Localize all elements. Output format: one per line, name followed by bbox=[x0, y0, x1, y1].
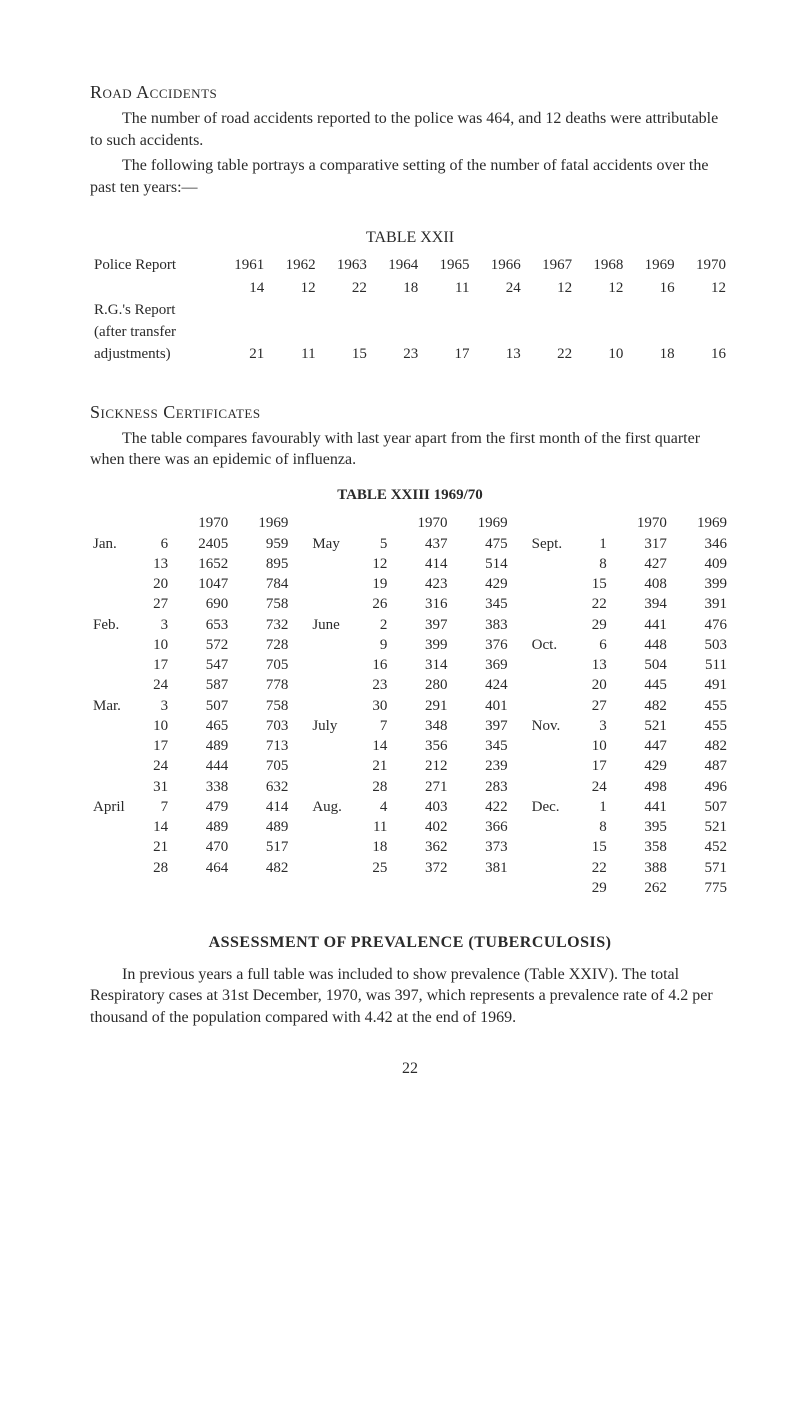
table-row: June2397383 bbox=[309, 615, 510, 635]
table-row: 17547705 bbox=[90, 655, 291, 675]
table-row: 26316345 bbox=[309, 594, 510, 614]
table-row: 22394391 bbox=[529, 594, 730, 614]
sickness-heading: Sickness Certificates bbox=[90, 400, 730, 424]
table-xxii-rg-label-1: R.G.'s Report bbox=[90, 299, 730, 321]
table-row: 22388571 bbox=[529, 858, 730, 878]
table-row: 17489713 bbox=[90, 736, 291, 756]
table-row: Nov.3521455 bbox=[529, 716, 730, 736]
table-xxii-rg-row: adjustments) 21 11 15 23 17 13 22 10 18 … bbox=[90, 343, 730, 365]
table-row: 29441476 bbox=[529, 615, 730, 635]
table-row: 28464482 bbox=[90, 858, 291, 878]
sickness-para: The table compares favourably with last … bbox=[90, 428, 730, 471]
table-row: 17429487 bbox=[529, 756, 730, 776]
table-row: 14489489 bbox=[90, 817, 291, 837]
road-para-2: The following table portrays a comparati… bbox=[90, 155, 730, 198]
table-row: 14356345 bbox=[309, 736, 510, 756]
table-row: 131652895 bbox=[90, 554, 291, 574]
table-row: 28271283 bbox=[309, 777, 510, 797]
table-row: Dec.1441507 bbox=[529, 797, 730, 817]
table-row: Sept.1317346 bbox=[529, 534, 730, 554]
table-row: 29262775 bbox=[529, 878, 730, 898]
table-row: Jan.62405959 bbox=[90, 534, 291, 554]
table-row: 15358452 bbox=[529, 837, 730, 857]
table-xxii-rg-label-2: (after transfer bbox=[90, 321, 730, 343]
table-xxii-police-row: 14 12 22 18 11 24 12 12 16 12 bbox=[90, 277, 730, 299]
table-row: 31338632 bbox=[90, 777, 291, 797]
table-row: July7348397 bbox=[309, 716, 510, 736]
table-row: 13504511 bbox=[529, 655, 730, 675]
table-xxii: TABLE XXII Police Report 1961 1962 1963 … bbox=[90, 227, 730, 366]
table-row: 19701969 bbox=[90, 513, 291, 533]
table-row: Aug.4403422 bbox=[309, 797, 510, 817]
table-row: 24444705 bbox=[90, 756, 291, 776]
table-row: 201047784 bbox=[90, 574, 291, 594]
road-para-1: The number of road accidents reported to… bbox=[90, 108, 730, 151]
assessment-section: ASSESSMENT OF PREVALENCE (TUBERCULOSIS) … bbox=[90, 932, 730, 1028]
table-row: 8427409 bbox=[529, 554, 730, 574]
table-row: 27482455 bbox=[529, 696, 730, 716]
table-row: 19701969 bbox=[309, 513, 510, 533]
table-row: 23280424 bbox=[309, 675, 510, 695]
assessment-para: In previous years a full table was inclu… bbox=[90, 964, 730, 1029]
table-row: 9399376 bbox=[309, 635, 510, 655]
table-row: 24498496 bbox=[529, 777, 730, 797]
table-xxiii-col-1: 19701969Jan.6240595913165289520104778427… bbox=[90, 513, 291, 898]
table-row: Mar.3507758 bbox=[90, 696, 291, 716]
table-row: Feb.3653732 bbox=[90, 615, 291, 635]
table-row: May5437475 bbox=[309, 534, 510, 554]
table-row: 15408399 bbox=[529, 574, 730, 594]
table-row: 19701969 bbox=[529, 513, 730, 533]
table-row: 8395521 bbox=[529, 817, 730, 837]
sickness-section: Sickness Certificates The table compares… bbox=[90, 400, 730, 898]
table-row: 10572728 bbox=[90, 635, 291, 655]
table-xxiii-title: TABLE XXIII 1969/70 bbox=[90, 485, 730, 505]
table-row: April7479414 bbox=[90, 797, 291, 817]
table-row: 12414514 bbox=[309, 554, 510, 574]
police-report-label: Police Report bbox=[90, 254, 217, 276]
table-row: 10447482 bbox=[529, 736, 730, 756]
table-xxii-grid: Police Report 1961 1962 1963 1964 1965 1… bbox=[90, 254, 730, 365]
table-xxiii-col-2: 19701969May54374751241451419423429263163… bbox=[309, 513, 510, 898]
table-row: 21212239 bbox=[309, 756, 510, 776]
table-xxii-years-row: Police Report 1961 1962 1963 1964 1965 1… bbox=[90, 254, 730, 276]
page-number: 22 bbox=[90, 1058, 730, 1080]
table-row: 16314369 bbox=[309, 655, 510, 675]
table-xxiii: 19701969Jan.6240595913165289520104778427… bbox=[90, 513, 730, 898]
table-row: Oct.6448503 bbox=[529, 635, 730, 655]
table-row: 20445491 bbox=[529, 675, 730, 695]
table-row: 11402366 bbox=[309, 817, 510, 837]
table-row: 25372381 bbox=[309, 858, 510, 878]
table-row: 27690758 bbox=[90, 594, 291, 614]
table-row: 21470517 bbox=[90, 837, 291, 857]
road-accidents-heading: Road Accidents bbox=[90, 80, 730, 104]
table-row: 30291401 bbox=[309, 696, 510, 716]
table-row: 10465703 bbox=[90, 716, 291, 736]
table-row: 24587778 bbox=[90, 675, 291, 695]
table-xxiii-col-3: 19701969Sept.131734684274091540839922394… bbox=[529, 513, 730, 898]
table-xxii-title: TABLE XXII bbox=[90, 227, 730, 249]
road-accidents-section: Road Accidents The number of road accide… bbox=[90, 80, 730, 366]
assessment-heading: ASSESSMENT OF PREVALENCE (TUBERCULOSIS) bbox=[90, 932, 730, 954]
table-row: 18362373 bbox=[309, 837, 510, 857]
table-row: 19423429 bbox=[309, 574, 510, 594]
